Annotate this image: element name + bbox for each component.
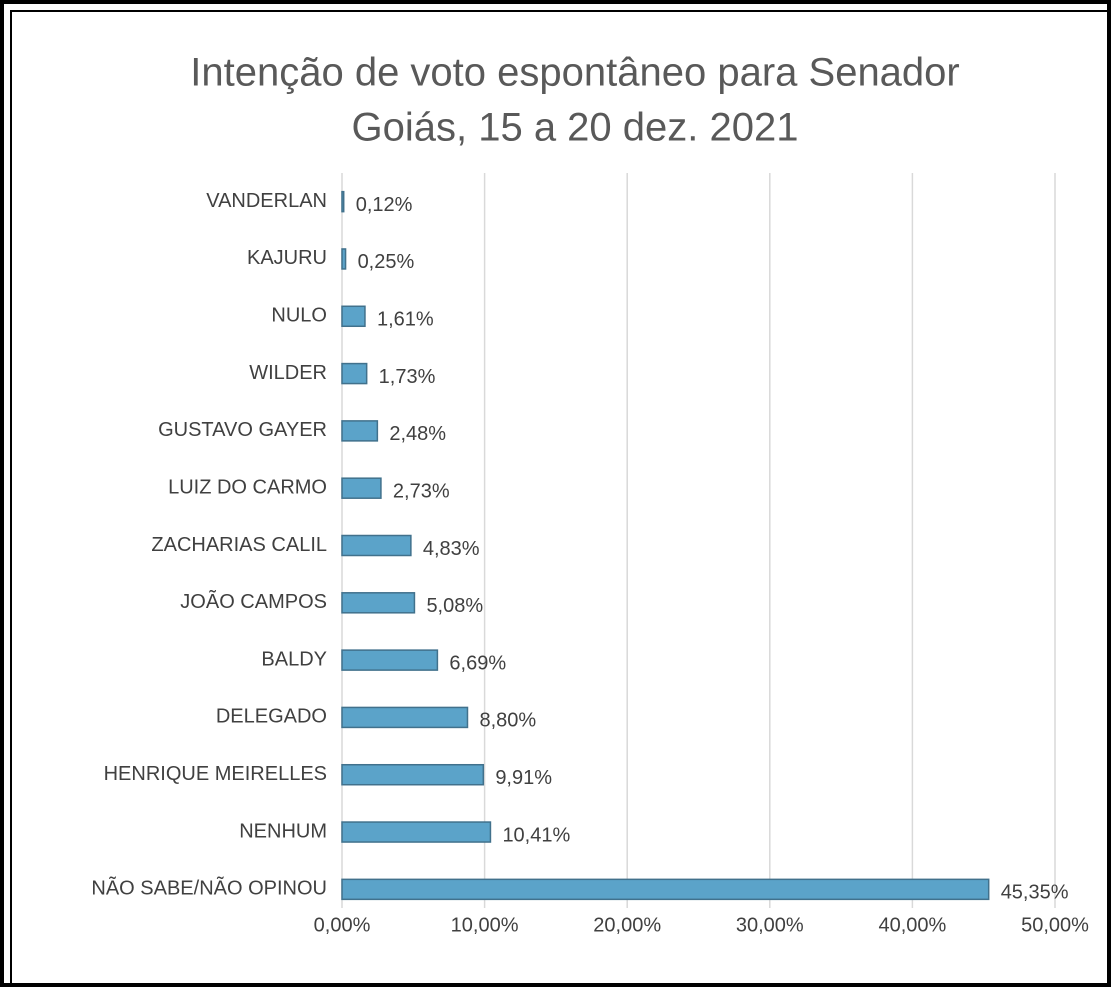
bar [341,821,492,843]
inner-border [10,10,1110,986]
value-label: 6,69% [449,652,506,674]
value-label: 0,12% [356,194,413,216]
value-label: 2,48% [389,423,446,445]
chart-subtitle: Goiás, 15 a 20 dez. 2021 [352,106,799,150]
y-tick-label: NÃO SABE/NÃO OPINOU [91,876,327,900]
y-tick-label: BALDY [261,648,327,670]
bar [341,649,439,671]
bar [341,248,347,270]
value-label: 5,08% [426,595,483,617]
value-label: 2,73% [393,480,450,502]
x-tick-label: 10,00% [451,914,519,936]
x-tick-label: 50,00% [1021,914,1089,936]
value-label: 1,61% [377,309,434,331]
value-label: 1,73% [379,366,436,388]
x-tick-label: 20,00% [593,914,661,936]
y-tick-label: HENRIQUE MEIRELLES [104,763,327,785]
bar [341,190,345,213]
value-label: 9,91% [495,767,552,789]
x-tick-label: 30,00% [736,914,804,936]
chart-title: Intenção de voto espontâneo para Senador [190,51,960,95]
y-tick-label: NENHUM [239,820,327,842]
y-tick-label: ZACHARIAS CALIL [151,534,327,556]
x-tick-label: 40,00% [878,914,946,936]
bar [341,592,416,614]
y-tick-label: JOÃO CAMPOS [180,589,327,613]
bar [341,878,990,901]
bar [341,534,412,557]
value-label: 4,83% [423,538,480,560]
bar [341,362,368,385]
y-tick-label: VANDERLAN [206,190,327,212]
value-label: 45,35% [1001,882,1069,904]
y-tick-label: NULO [271,305,327,327]
y-tick-label: KAJURU [247,247,327,269]
bar [341,706,469,729]
value-label: 10,41% [502,824,570,846]
bar [341,763,485,786]
y-tick-label: LUIZ DO CARMO [168,476,327,498]
value-label: 0,25% [358,251,415,273]
value-label: 8,80% [479,710,536,732]
y-tick-label: GUSTAVO GAYER [158,419,327,441]
bar [341,420,379,442]
y-tick-label: WILDER [249,362,327,384]
bar [341,305,366,328]
x-tick-label: 0,00% [314,914,371,936]
bar [341,477,382,499]
y-tick-label: DELEGADO [216,706,327,728]
